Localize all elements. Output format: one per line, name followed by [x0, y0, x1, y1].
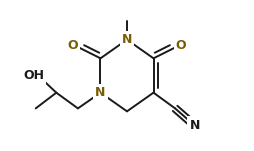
Text: N: N: [95, 86, 106, 99]
Text: N: N: [122, 33, 132, 46]
Text: OH: OH: [23, 69, 44, 82]
Text: N: N: [189, 119, 200, 132]
Text: O: O: [68, 39, 78, 52]
Text: O: O: [176, 39, 186, 52]
